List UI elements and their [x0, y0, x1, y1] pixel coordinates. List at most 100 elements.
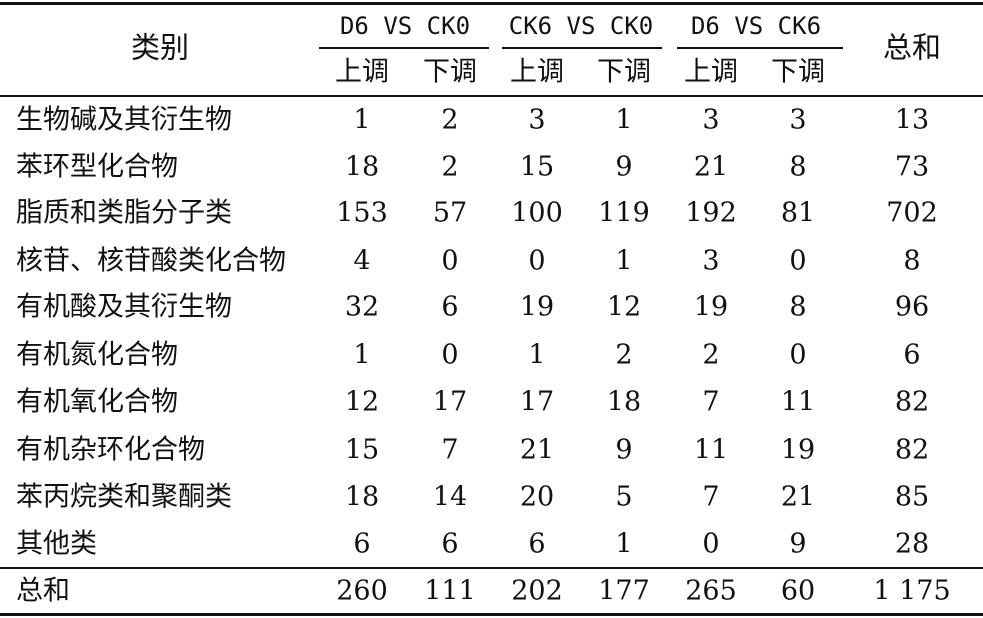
row-value: 100: [511, 197, 563, 229]
row-value: 0: [528, 245, 546, 277]
row-value: 6: [353, 528, 371, 560]
row-value: 2: [615, 339, 633, 371]
row-value: 0: [789, 339, 807, 371]
grand-total: 1 175: [873, 575, 951, 607]
row-value: 1: [353, 104, 371, 136]
total-rule: [0, 567, 983, 569]
row-value: 5: [615, 481, 633, 513]
row-total: 6: [903, 339, 921, 371]
row-value: 3: [702, 245, 720, 277]
row-value: 1: [615, 245, 633, 277]
row-total: 82: [894, 386, 930, 418]
total-label: 总和: [16, 575, 70, 607]
header-total: 总和: [882, 30, 942, 65]
row-value: 12: [344, 386, 380, 418]
row-value: 7: [441, 434, 459, 466]
row-value: 7: [702, 386, 720, 418]
row-category: 脂质和类脂分子类: [16, 197, 232, 229]
subheader-up-3: 上调: [684, 56, 738, 88]
row-total: 96: [894, 291, 930, 323]
row-value: 21: [693, 151, 729, 183]
row-value: 18: [344, 481, 380, 513]
row-total: 13: [894, 104, 930, 136]
row-total: 73: [894, 151, 930, 183]
row-value: 15: [519, 151, 555, 183]
row-category: 苯环型化合物: [16, 151, 178, 183]
row-category: 有机氮化合物: [16, 339, 178, 371]
group-underline-ck6-vs-ck0: [502, 47, 662, 49]
row-value: 11: [780, 386, 816, 418]
row-value: 3: [702, 104, 720, 136]
row-category: 有机酸及其衍生物: [16, 291, 232, 323]
row-value: 119: [598, 197, 650, 229]
row-value: 6: [441, 528, 459, 560]
row-value: 3: [528, 104, 546, 136]
row-value: 11: [693, 434, 729, 466]
row-value: 9: [615, 434, 633, 466]
row-value: 14: [432, 481, 468, 513]
group-underline-d6-vs-ck0: [319, 47, 489, 49]
row-value: 32: [344, 291, 380, 323]
row-total: 85: [894, 481, 930, 513]
group-underline-d6-vs-ck6: [677, 47, 843, 49]
total-value: 177: [598, 575, 650, 607]
header-group-d6-vs-ck0: D6 VS CK0: [339, 12, 471, 40]
total-value: 260: [336, 575, 388, 607]
subheader-down-3: 下调: [771, 56, 825, 88]
row-value: 8: [789, 291, 807, 323]
subheader-up-2: 上调: [510, 56, 564, 88]
subheader-up-1: 上调: [335, 56, 389, 88]
row-value: 1: [528, 339, 546, 371]
header-group-d6-vs-ck6: D6 VS CK6: [690, 12, 822, 40]
row-value: 0: [702, 528, 720, 560]
row-value: 7: [702, 481, 720, 513]
row-value: 9: [789, 528, 807, 560]
row-value: 19: [693, 291, 729, 323]
row-category: 有机杂环化合物: [16, 434, 205, 466]
row-value: 81: [780, 197, 816, 229]
header-group-ck6-vs-ck0: CK6 VS CK0: [508, 12, 654, 40]
row-value: 57: [432, 197, 468, 229]
row-total: 82: [894, 434, 930, 466]
row-value: 15: [344, 434, 380, 466]
row-value: 19: [780, 434, 816, 466]
row-value: 0: [441, 245, 459, 277]
top-rule: [0, 2, 983, 5]
row-value: 3: [789, 104, 807, 136]
row-value: 17: [432, 386, 468, 418]
row-value: 8: [789, 151, 807, 183]
row-value: 1: [353, 339, 371, 371]
total-value: 111: [424, 575, 476, 607]
row-value: 21: [780, 481, 816, 513]
row-value: 6: [441, 291, 459, 323]
row-value: 12: [606, 291, 642, 323]
row-value: 2: [441, 151, 459, 183]
row-category: 苯丙烷类和聚酮类: [16, 481, 232, 513]
row-value: 17: [519, 386, 555, 418]
header-category: 类别: [130, 30, 190, 65]
total-value: 60: [780, 575, 816, 607]
row-value: 2: [702, 339, 720, 371]
row-value: 18: [606, 386, 642, 418]
row-value: 20: [519, 481, 555, 513]
row-total: 8: [903, 245, 921, 277]
subheader-down-2: 下调: [597, 56, 651, 88]
row-value: 0: [789, 245, 807, 277]
bottom-rule: [0, 613, 983, 616]
row-value: 19: [519, 291, 555, 323]
total-value: 265: [685, 575, 737, 607]
row-total: 28: [894, 528, 930, 560]
row-total: 702: [886, 197, 938, 229]
row-value: 1: [615, 104, 633, 136]
subheader-down-1: 下调: [423, 56, 477, 88]
row-value: 1: [615, 528, 633, 560]
row-value: 0: [441, 339, 459, 371]
row-category: 核苷、核苷酸类化合物: [16, 245, 286, 277]
header-rule: [0, 95, 983, 97]
row-value: 153: [336, 197, 388, 229]
row-category: 其他类: [16, 528, 97, 560]
row-category: 有机氧化合物: [16, 386, 178, 418]
row-category: 生物碱及其衍生物: [16, 104, 232, 136]
row-value: 18: [344, 151, 380, 183]
